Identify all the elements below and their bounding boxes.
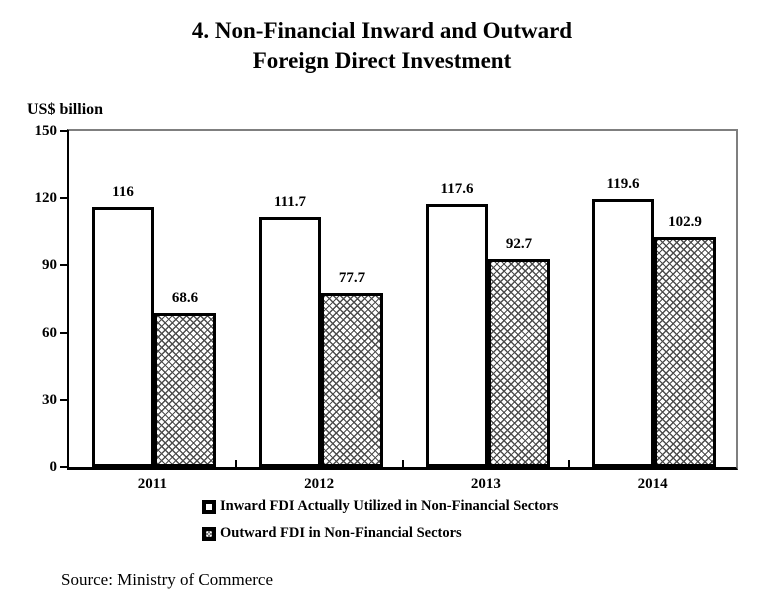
chart-title: 4. Non-Financial Inward and Outward Fore… (0, 16, 764, 76)
bar-value-label-inward-2014: 119.6 (606, 176, 640, 192)
bar-value-label-inward-2013: 117.6 (440, 181, 474, 197)
y-axis-tick-mark (60, 466, 69, 468)
x-axis-tick-mark (568, 460, 571, 467)
x-axis-tick-mark (401, 460, 404, 467)
y-axis-tick-mark (60, 331, 69, 334)
inward-fdi-bar-2014 (592, 199, 654, 467)
x-axis-tick-label: 2012 (304, 476, 335, 492)
inward-fdi-swatch-icon (202, 499, 216, 514)
y-axis-tick-label: 120 (34, 190, 58, 207)
outward-fdi-bar-2013 (488, 259, 550, 467)
legend-item-outward-fdi: Outward FDI in Non-Financial Sectors (202, 525, 558, 542)
inward-fdi-bar-2012 (259, 217, 321, 467)
outward-fdi-swatch-icon (202, 526, 216, 541)
y-axis-tick-mark (60, 130, 69, 132)
y-axis-tick-mark (60, 264, 69, 267)
legend: Inward FDI Actually Utilized in Non-Fina… (202, 498, 558, 552)
legend-item-inward-fdi: Inward FDI Actually Utilized in Non-Fina… (202, 498, 558, 515)
y-axis-unit-label: US$ billion (27, 101, 104, 118)
bar-value-label-inward-2011: 116 (112, 184, 134, 200)
y-axis-tick-label: 90 (42, 257, 57, 274)
source-note: Source: Ministry of Commerce (61, 570, 273, 589)
y-axis-tick-label: 60 (42, 324, 57, 341)
inward-fdi-bar-2013 (426, 204, 488, 467)
bar-value-label-outward-2013: 92.7 (505, 236, 533, 252)
chart-title-line-1: 4. Non-Financial Inward and Outward (191, 18, 573, 43)
x-axis-tick-mark (234, 460, 237, 467)
y-axis-tick-label: 0 (49, 459, 58, 475)
inward-fdi-bar-2011 (92, 207, 154, 467)
bar-value-label-outward-2011: 68.6 (171, 290, 199, 306)
outward-fdi-bar-2014 (654, 237, 716, 467)
x-axis-tick-label: 2014 (637, 476, 668, 492)
y-axis-tick-label: 150 (34, 123, 58, 139)
y-axis-tick-mark (60, 197, 69, 200)
bar-value-label-outward-2012: 77.7 (338, 270, 366, 286)
y-axis-tick-mark (60, 398, 69, 401)
plot-area: 0 30 60 90 120 150 2011 116 68.6 2012 111.7 77.7 201… (35, 123, 738, 492)
bar-value-label-inward-2012: 111.7 (273, 194, 307, 210)
outward-fdi-bar-2011 (154, 313, 216, 467)
x-axis-tick-label: 2013 (470, 476, 501, 492)
legend-label-inward-fdi: Inward FDI Actually Utilized in Non-Fina… (220, 498, 559, 514)
bar-value-label-outward-2014: 102.9 (668, 214, 702, 230)
outward-fdi-bar-2012 (321, 293, 383, 467)
legend-label-outward-fdi: Outward FDI in Non-Financial Sectors (220, 525, 462, 541)
y-axis-tick-label: 30 (42, 391, 57, 408)
x-axis-tick-label: 2011 (137, 476, 167, 492)
chart-title-line-2: Foreign Direct Investment (252, 48, 512, 73)
